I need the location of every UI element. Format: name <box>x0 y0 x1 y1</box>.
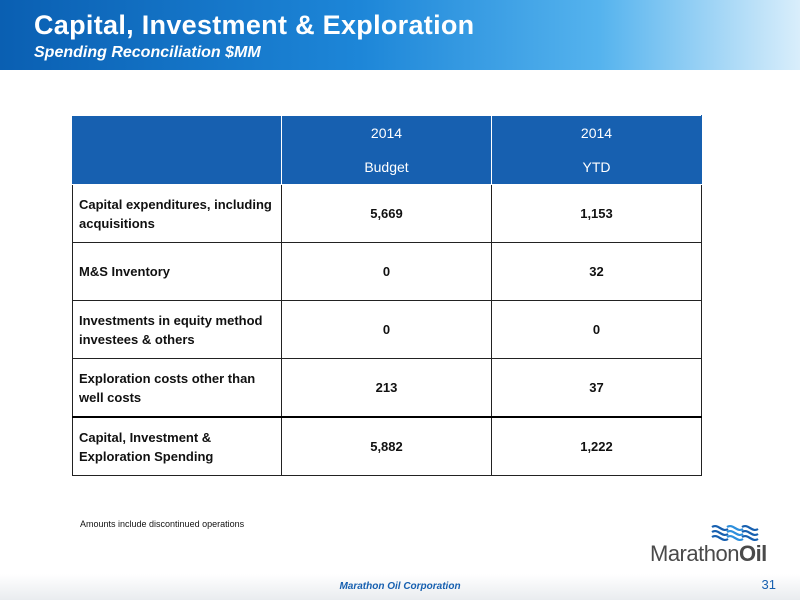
slide-subtitle: Spending Reconciliation $MM <box>34 44 261 61</box>
marathon-wave-icon <box>710 524 760 542</box>
budget-value: 213 <box>281 358 492 418</box>
column-header-year: 2014 <box>370 125 403 141</box>
header-banner: Capital, Investment & Exploration Spendi… <box>0 0 800 70</box>
total-label: Capital, Investment & Exploration Spendi… <box>72 416 282 476</box>
row-label: Capital expenditures, including acquisit… <box>72 184 282 243</box>
footnote: Amounts include discontinued operations <box>80 519 245 529</box>
page-number: 31 <box>761 577 776 592</box>
company-logo: MarathonOil <box>650 524 770 572</box>
slide-title: Capital, Investment & Exploration <box>34 10 475 40</box>
table-total-row: Capital, Investment & Exploration Spendi… <box>72 416 702 476</box>
total-ytd-value: 1,222 <box>491 416 702 476</box>
ytd-value: 32 <box>491 242 702 301</box>
row-label: Exploration costs other than well costs <box>72 358 282 418</box>
column-header-ytd: 2014 YTD <box>491 115 702 185</box>
logo-text-bold: Oil <box>738 541 767 566</box>
budget-value: 0 <box>281 242 492 301</box>
table-row: M&S Inventory 0 32 <box>72 242 702 301</box>
row-label: M&S Inventory <box>72 242 282 301</box>
row-label: Investments in equity method investees &… <box>72 300 282 359</box>
column-header-budget: 2014 Budget <box>281 115 492 185</box>
table-row: Exploration costs other than well costs … <box>72 358 702 418</box>
logo-wordmark: MarathonOil <box>650 541 767 567</box>
footer-band <box>0 574 800 600</box>
budget-value: 0 <box>281 300 492 359</box>
column-header-label: Budget <box>364 159 409 175</box>
ytd-value: 37 <box>491 358 702 418</box>
header-empty-cell <box>72 115 282 185</box>
table-row: Capital expenditures, including acquisit… <box>72 184 702 243</box>
table-header-row: 2014 Budget 2014 YTD <box>72 115 702 185</box>
budget-value: 5,669 <box>281 184 492 243</box>
reconciliation-table-container: 2014 Budget 2014 YTD Capital expenditure… <box>72 115 702 476</box>
column-header-year: 2014 <box>580 125 613 141</box>
ytd-value: 0 <box>491 300 702 359</box>
reconciliation-table: 2014 Budget 2014 YTD Capital expenditure… <box>72 115 702 476</box>
ytd-value: 1,153 <box>491 184 702 243</box>
logo-text-light: Marathon <box>650 541 739 566</box>
column-header-label: YTD <box>582 159 611 175</box>
table-row: Investments in equity method investees &… <box>72 300 702 359</box>
footer-company-name: Marathon Oil Corporation <box>339 581 461 592</box>
total-budget-value: 5,882 <box>281 416 492 476</box>
